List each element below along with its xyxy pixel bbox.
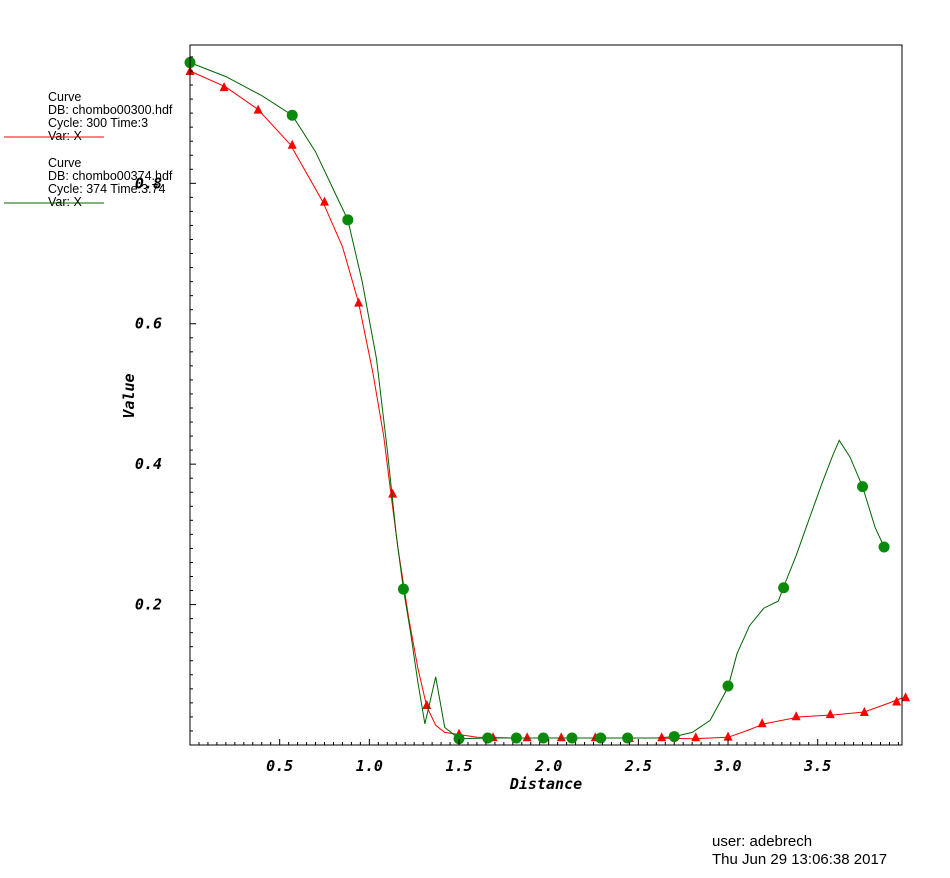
y-tick-label: 0.8 bbox=[135, 174, 162, 192]
series-2-marker bbox=[595, 732, 607, 744]
plot-frame bbox=[189, 44, 903, 746]
series-1-marker bbox=[859, 707, 869, 717]
legend-text-line: Cycle: 374 Time:3.74 bbox=[48, 182, 165, 196]
x-tick-label: 1.0 bbox=[356, 757, 383, 775]
series-1-marker bbox=[556, 732, 566, 742]
series-layer bbox=[184, 57, 911, 745]
series-2-marker bbox=[397, 583, 409, 595]
y-axis-title: Value bbox=[120, 373, 138, 418]
x-tick-label: 3.0 bbox=[713, 757, 741, 775]
legend-text-line: Cycle: 300 Time:3 bbox=[48, 116, 148, 130]
legend-text-line: Var: X bbox=[48, 129, 82, 143]
legend-text-line: DB: chombo00300.hdf bbox=[48, 103, 173, 117]
series-2-marker bbox=[286, 109, 298, 121]
series-1-marker bbox=[388, 488, 398, 498]
series-2-marker bbox=[453, 733, 465, 745]
x-tick-label: 1.5 bbox=[445, 757, 472, 775]
series-1-marker bbox=[657, 732, 667, 742]
legend-text-line: DB: chombo00374.hdf bbox=[48, 169, 173, 183]
x-tick-label: 0.5 bbox=[266, 757, 293, 775]
series-2-marker bbox=[878, 541, 890, 553]
series-2-marker bbox=[857, 481, 869, 493]
series-1-marker bbox=[320, 196, 330, 206]
series-1-marker bbox=[791, 711, 801, 721]
series-1-marker bbox=[825, 709, 835, 719]
series-1-marker bbox=[723, 731, 733, 741]
series-1-marker bbox=[287, 139, 297, 149]
y-tick-label: 0.4 bbox=[135, 455, 162, 473]
series-2-marker bbox=[778, 582, 790, 594]
series-2-marker bbox=[537, 732, 549, 744]
series-2-marker bbox=[342, 214, 354, 226]
series-2-marker bbox=[482, 732, 494, 744]
series-2-marker bbox=[510, 732, 522, 744]
legend-text-line: Var: X bbox=[48, 195, 82, 209]
series-2-marker bbox=[668, 731, 680, 743]
series-2-marker bbox=[566, 732, 578, 744]
x-tick-label: 2.5 bbox=[624, 757, 652, 775]
series-1-marker bbox=[522, 732, 532, 742]
series-1-marker bbox=[253, 104, 263, 114]
series-1-marker bbox=[901, 692, 911, 702]
ticks-layer: 0.5 1.0 1.5 2.0 2.5 3.0 3.5 0.2 0.4 0.6 0.8 bbox=[135, 56, 899, 775]
series-1-marker bbox=[691, 732, 701, 742]
series-1-line bbox=[189, 70, 903, 740]
footer-timestamp: Thu Jun 29 13:06:38 2017 bbox=[712, 851, 887, 868]
series-2-marker bbox=[622, 732, 634, 744]
legend-text-line: Curve bbox=[48, 90, 81, 104]
x-tick-label: 2.0 bbox=[534, 757, 562, 775]
x-axis-title: Distance bbox=[509, 775, 582, 793]
x-tick-label: 3.5 bbox=[803, 757, 831, 775]
series-2-marker bbox=[722, 680, 734, 692]
legend-text-line: Curve bbox=[48, 156, 81, 170]
y-tick-label: 0.6 bbox=[135, 315, 162, 333]
series-1-marker bbox=[219, 82, 229, 92]
y-tick-label: 0.2 bbox=[135, 596, 162, 614]
footer-user: user: adebrech bbox=[712, 833, 812, 850]
series-1-marker bbox=[757, 718, 767, 728]
series-1-marker bbox=[892, 696, 902, 706]
series-1-marker bbox=[354, 297, 364, 307]
series-2-line bbox=[189, 62, 885, 740]
